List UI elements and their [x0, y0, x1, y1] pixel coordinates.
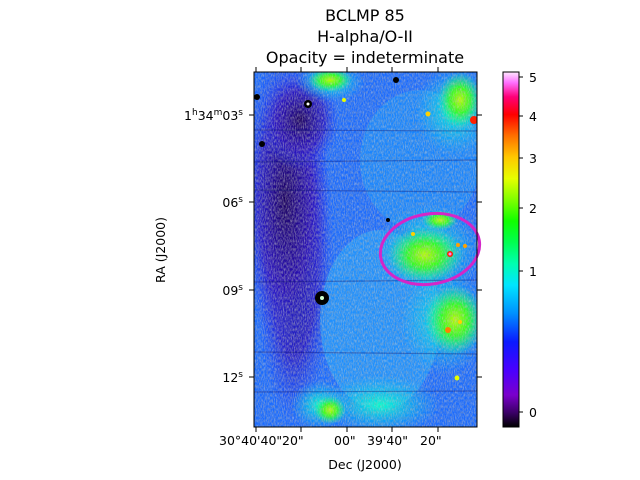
title-line-1: BCLMP 85 — [325, 6, 405, 25]
colorbar-tick-2: 2 — [529, 201, 537, 216]
y-tick-marks — [249, 114, 482, 378]
y-axis-label: RA (J2000) — [153, 217, 168, 283]
colorbar-frame — [502, 71, 520, 428]
x-axis-label: Dec (J2000) — [328, 457, 401, 472]
x-tick-label-4: 20" — [420, 433, 442, 448]
colorbar-tick-marks — [519, 76, 523, 413]
colorbar-tick-5: 5 — [529, 70, 537, 85]
colorbar-tick-1: 1 — [529, 264, 537, 279]
x-tick-label-2: 00" — [334, 433, 356, 448]
title-line-3: Opacity = indeterminate — [265, 48, 465, 67]
y-tick-label-2: 09s — [222, 283, 243, 298]
colorbar-tick-0: 0 — [529, 405, 537, 420]
colorbar-tick-4: 4 — [529, 109, 537, 124]
title-line-2: H-alpha/O-II — [317, 27, 413, 46]
x-tick-marks — [255, 67, 439, 432]
sky-image — [254, 72, 477, 427]
region-ellipse — [378, 211, 482, 287]
image-frame — [253, 71, 478, 428]
x-tick-label-3: 39'40" — [367, 433, 408, 448]
y-tick-label-0: 1h34m03s — [184, 108, 243, 123]
colorbar — [503, 72, 519, 427]
figure-title: BCLMP 85 H-alpha/O-II Opacity = indeterm… — [0, 5, 640, 68]
x-tick-label-0: 30°40'40" — [219, 433, 282, 448]
colorbar-tick-3: 3 — [529, 151, 537, 166]
x-tick-label-1: 20" — [282, 433, 304, 448]
y-tick-label-1: 06s — [222, 195, 243, 210]
y-tick-label-3: 12s — [222, 370, 243, 385]
